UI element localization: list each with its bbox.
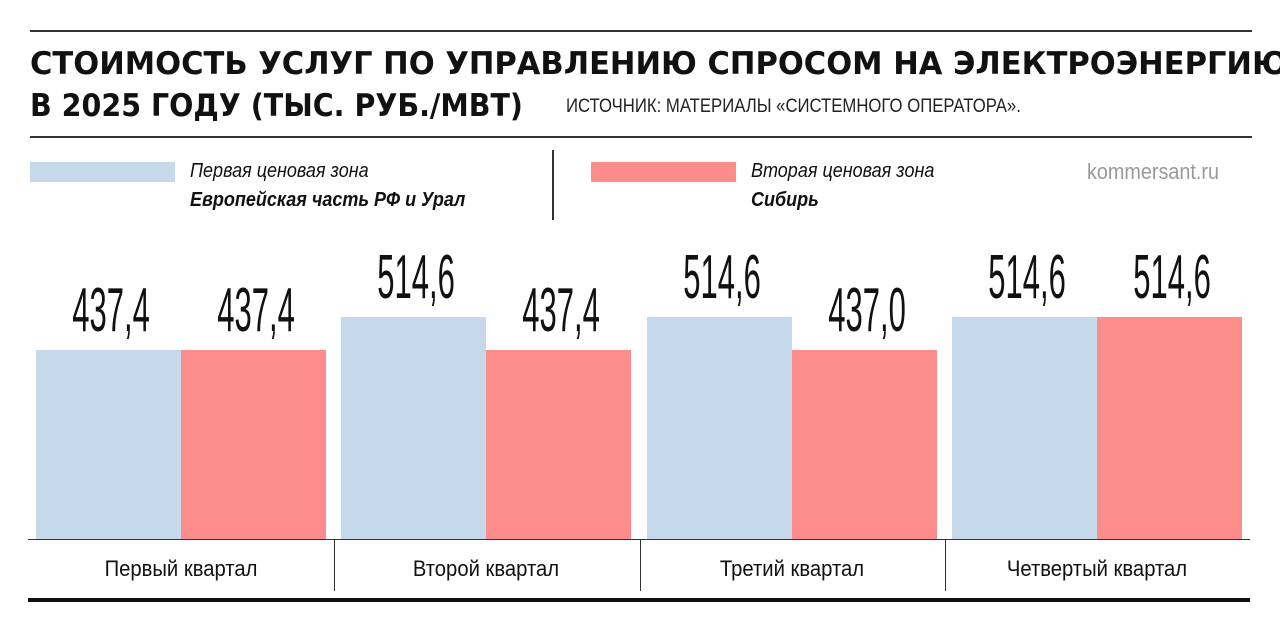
category-label: Третий квартал — [719, 556, 865, 581]
chart-title-line1: СТОИМОСТЬ УСЛУГ ПО УПРАВЛЕНИЮ СПРОСОМ НА… — [30, 46, 1280, 82]
category-divider — [640, 539, 641, 591]
legend-zone1-region: Европейская часть РФ и Урал — [190, 189, 466, 211]
bar-1-4 — [952, 317, 1097, 539]
category-divider — [334, 539, 335, 591]
bar-2-3 — [792, 350, 937, 539]
legend-swatch-zone2 — [591, 162, 736, 182]
data-label: 514,6 — [1133, 243, 1211, 312]
bar-1-1 — [36, 350, 181, 539]
data-label: 437,4 — [72, 276, 150, 346]
category-label: Первый квартал — [104, 556, 258, 581]
bar-1-2 — [341, 317, 486, 539]
bar-2-1 — [181, 350, 326, 539]
bar-1-3 — [647, 317, 792, 539]
data-label: 437,4 — [217, 276, 295, 346]
title-rule — [30, 136, 1252, 138]
top-rule — [30, 30, 1252, 32]
legend-zone1: Первая ценовая зона Европейская часть РФ… — [190, 160, 465, 212]
brand-label: kommersant.ru — [1087, 159, 1220, 184]
data-label: 437,0 — [828, 276, 906, 346]
x-axis-line — [28, 539, 1250, 540]
data-label: 514,6 — [377, 243, 455, 312]
chart-title-line2: В 2025 ГОДУ (ТЫС. РУБ./МВТ) — [30, 88, 523, 124]
data-label: 514,6 — [683, 243, 761, 312]
category-label: Четвертый квартал — [1006, 556, 1188, 581]
bottom-rule — [28, 598, 1250, 602]
category-label: Второй квартал — [412, 556, 560, 581]
data-label: 514,6 — [988, 243, 1066, 312]
legend-zone2-title: Вторая ценовая зона — [751, 160, 935, 182]
source-note: ИСТОЧНИК: МАТЕРИАЛЫ «СИСТЕМНОГО ОПЕРАТОР… — [566, 96, 1021, 117]
data-label: 437,4 — [522, 276, 600, 346]
legend-zone1-title: Первая ценовая зона — [190, 160, 369, 182]
bar-2-4 — [1097, 317, 1242, 539]
legend-divider — [552, 150, 554, 220]
bar-2-2 — [486, 350, 631, 539]
legend-swatch-zone1 — [30, 162, 175, 182]
legend-zone2: Вторая ценовая зона Сибирь — [751, 160, 934, 212]
category-divider — [945, 539, 946, 591]
legend-zone2-region: Сибирь — [751, 189, 819, 211]
